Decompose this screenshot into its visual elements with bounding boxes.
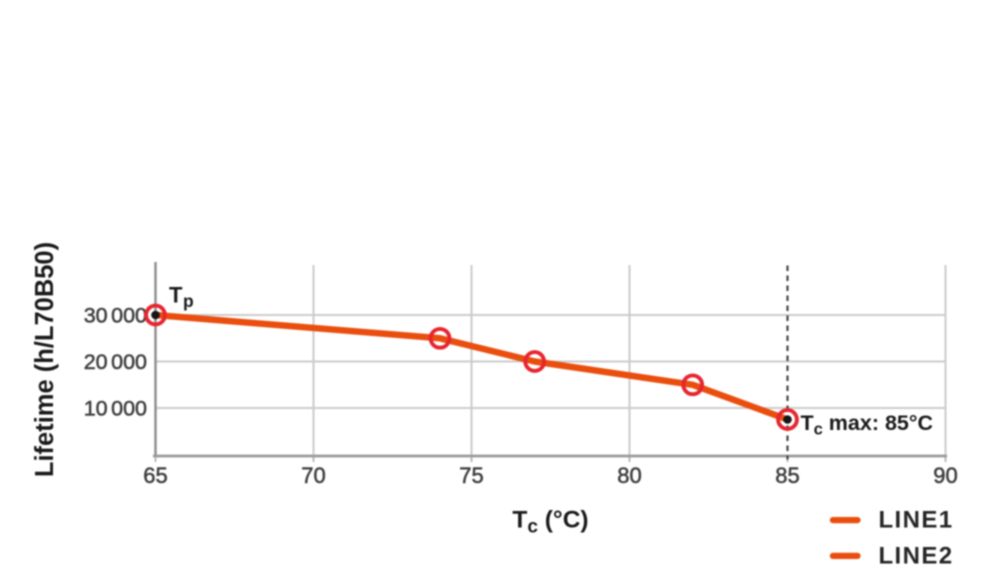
svg-text:LINE1: LINE1	[879, 507, 954, 534]
svg-text:65: 65	[143, 463, 167, 488]
svg-text:70: 70	[301, 463, 325, 488]
svg-text:LINE2: LINE2	[879, 543, 954, 570]
svg-text:Tc max: 85°C: Tc max: 85°C	[801, 411, 934, 439]
svg-text:90: 90	[933, 463, 957, 488]
svg-text:Tc (°C): Tc (°C)	[512, 507, 588, 538]
svg-text:75: 75	[459, 463, 483, 488]
svg-text:85: 85	[775, 463, 799, 488]
svg-text:Lifetime (h/L70B50): Lifetime (h/L70B50)	[31, 242, 59, 477]
svg-text:80: 80	[617, 463, 641, 488]
